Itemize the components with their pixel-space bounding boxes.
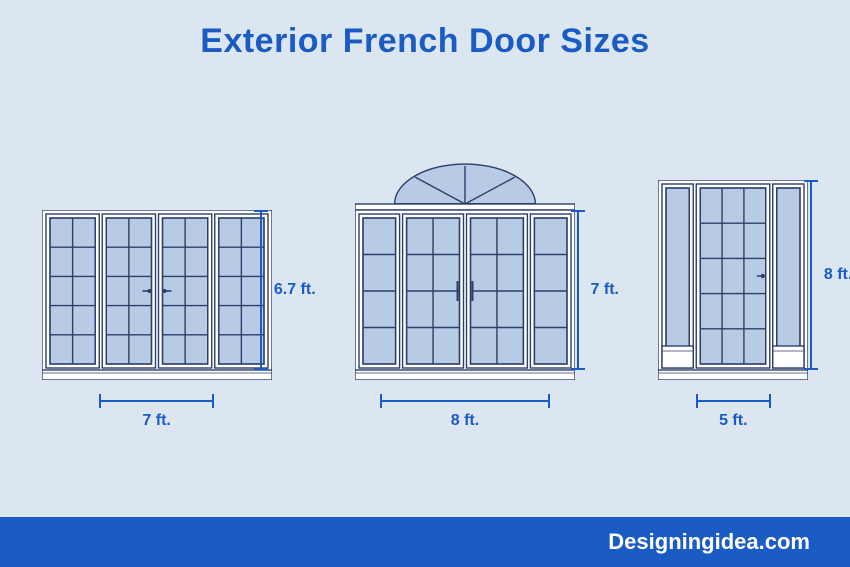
door-c: 8 ft. 5 ft. (658, 180, 808, 430)
door-illustration: 7 ft. (355, 160, 575, 380)
width-dimension: 8 ft. (380, 394, 550, 430)
footer-bar: Designingidea.com (0, 517, 850, 567)
width-dimension: 5 ft. (696, 394, 771, 430)
width-label: 8 ft. (451, 412, 479, 430)
height-label: 7 ft. (591, 281, 619, 299)
footer-text: Designingidea.com (608, 529, 810, 555)
door-illustration: 6.7 ft. (42, 210, 272, 380)
width-label: 7 ft. (142, 412, 170, 430)
door-b: 7 ft. 8 ft. (355, 160, 575, 430)
page-title: Exterior French Door Sizes (0, 0, 850, 61)
doors-row: 6.7 ft. 7 ft. 7 ft. 8 ft. (0, 150, 850, 430)
width-label: 5 ft. (719, 412, 747, 430)
height-label: 6.7 ft. (274, 281, 316, 299)
door-a: 6.7 ft. 7 ft. (42, 210, 272, 430)
width-dimension: 7 ft. (99, 394, 214, 430)
height-label: 8 ft. (824, 266, 850, 284)
door-illustration: 8 ft. (658, 180, 808, 380)
